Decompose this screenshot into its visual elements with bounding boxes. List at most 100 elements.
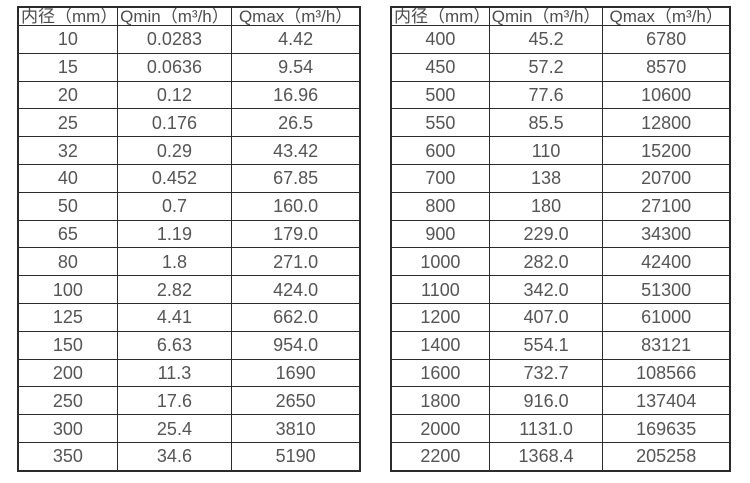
table-cell: 700 — [390, 163, 490, 193]
table-cell: 125 — [17, 302, 118, 332]
table-cell: 1100 — [390, 275, 490, 304]
table-cell: 11.3 — [116, 358, 233, 388]
table-cell: 662.0 — [231, 302, 361, 332]
flow-spec-table-small-diameters: 内径（mm） Qmin（m³/h） Qmax（m³/h） 10 0.0283 4.42 15… — [17, 6, 361, 472]
table-cell: 100 — [17, 275, 118, 304]
table-cell: 180 — [488, 191, 604, 221]
table-row: 1400 554.1 83121 — [390, 330, 731, 360]
table-cell: 150 — [17, 330, 118, 360]
table-row: 1200 407.0 61000 — [390, 302, 731, 332]
table-cell: 800 — [390, 191, 490, 221]
header-cell: 内径（mm） — [17, 6, 118, 26]
table-cell: 1.19 — [116, 219, 233, 249]
table-cell: 1400 — [390, 330, 490, 360]
table-cell: 916.0 — [488, 386, 604, 416]
table-row: 100 2.82 424.0 — [17, 275, 361, 304]
table-cell: 137404 — [602, 386, 731, 416]
table-cell: 20 — [17, 80, 118, 110]
table-cell: 3810 — [231, 414, 361, 443]
table-cell: 34.6 — [116, 441, 233, 472]
table-cell: 8570 — [602, 52, 731, 82]
table-cell: 450 — [390, 52, 490, 82]
table-row: 150 6.63 954.0 — [17, 330, 361, 360]
table-cell: 1131.0 — [488, 414, 604, 443]
table-cell: 282.0 — [488, 247, 604, 277]
table-cell: 2.82 — [116, 275, 233, 304]
table-row: 40 0.452 67.85 — [17, 163, 361, 193]
table-cell: 271.0 — [231, 247, 361, 277]
table-cell: 250 — [17, 386, 118, 416]
table-row: 25 0.176 26.5 — [17, 108, 361, 138]
table-cell: 27100 — [602, 191, 731, 221]
table-cell: 407.0 — [488, 302, 604, 332]
table-cell: 1000 — [390, 247, 490, 277]
table-row: 600 110 15200 — [390, 136, 731, 165]
table-cell: 10 — [17, 25, 118, 54]
table-row: 1800 916.0 137404 — [390, 386, 731, 416]
table-cell: 350 — [17, 441, 118, 472]
table-row: 10 0.0283 4.42 — [17, 25, 361, 54]
table-cell: 83121 — [602, 330, 731, 360]
table-cell: 110 — [488, 136, 604, 165]
table-cell: 600 — [390, 136, 490, 165]
table-cell: 0.452 — [116, 163, 233, 193]
table-cell: 25.4 — [116, 414, 233, 443]
table-cell: 0.12 — [116, 80, 233, 110]
table-cell: 0.176 — [116, 108, 233, 138]
table-cell: 169635 — [602, 414, 731, 443]
table-row: 1000 282.0 42400 — [390, 247, 731, 277]
table-cell: 20700 — [602, 163, 731, 193]
header-cell: Qmin（m³/h） — [488, 6, 604, 26]
table-cell: 4.42 — [231, 25, 361, 54]
table-cell: 954.0 — [231, 330, 361, 360]
table-cell: 205258 — [602, 441, 731, 472]
table-cell: 342.0 — [488, 275, 604, 304]
table-row: 20 0.12 16.96 — [17, 80, 361, 110]
table-row: 250 17.6 2650 — [17, 386, 361, 416]
table-cell: 9.54 — [231, 52, 361, 82]
table-cell: 67.85 — [231, 163, 361, 193]
table-row: 200 11.3 1690 — [17, 358, 361, 388]
table-cell: 732.7 — [488, 358, 604, 388]
table-cell: 17.6 — [116, 386, 233, 416]
table-cell: 65 — [17, 219, 118, 249]
header-row: 内径（mm） Qmin（m³/h） Qmax（m³/h） — [17, 6, 361, 26]
header-cell: Qmax（m³/h） — [602, 6, 731, 26]
table-cell: 900 — [390, 219, 490, 249]
table-cell: 0.0283 — [116, 25, 233, 54]
table-row: 50 0.7 160.0 — [17, 191, 361, 221]
table-cell: 6780 — [602, 25, 731, 54]
flow-spec-table-large-diameters: 内径（mm） Qmin（m³/h） Qmax（m³/h） 400 45.2 6780 450… — [390, 6, 731, 472]
header-row: 内径（mm） Qmin（m³/h） Qmax（m³/h） — [390, 6, 731, 26]
table-row: 2000 1131.0 169635 — [390, 414, 731, 443]
table-row: 65 1.19 179.0 — [17, 219, 361, 249]
table-row: 125 4.41 662.0 — [17, 302, 361, 332]
table-cell: 200 — [17, 358, 118, 388]
table-row: 450 57.2 8570 — [390, 52, 731, 82]
table-cell: 138 — [488, 163, 604, 193]
table-cell: 16.96 — [231, 80, 361, 110]
table-cell: 15 — [17, 52, 118, 82]
table-row: 15 0.0636 9.54 — [17, 52, 361, 82]
table-cell: 50 — [17, 191, 118, 221]
table-cell: 85.5 — [488, 108, 604, 138]
table-cell: 2200 — [390, 441, 490, 472]
table-cell: 6.63 — [116, 330, 233, 360]
table-cell: 5190 — [231, 441, 361, 472]
table-row: 1100 342.0 51300 — [390, 275, 731, 304]
table-cell: 400 — [390, 25, 490, 54]
table-cell: 51300 — [602, 275, 731, 304]
table-row: 900 229.0 34300 — [390, 219, 731, 249]
table-cell: 80 — [17, 247, 118, 277]
table-cell: 61000 — [602, 302, 731, 332]
table-cell: 32 — [17, 136, 118, 165]
table-cell: 57.2 — [488, 52, 604, 82]
table-row: 32 0.29 43.42 — [17, 136, 361, 165]
table-cell: 550 — [390, 108, 490, 138]
table-cell: 1.8 — [116, 247, 233, 277]
table-cell: 4.41 — [116, 302, 233, 332]
table-cell: 43.42 — [231, 136, 361, 165]
table-cell: 229.0 — [488, 219, 604, 249]
table-cell: 34300 — [602, 219, 731, 249]
